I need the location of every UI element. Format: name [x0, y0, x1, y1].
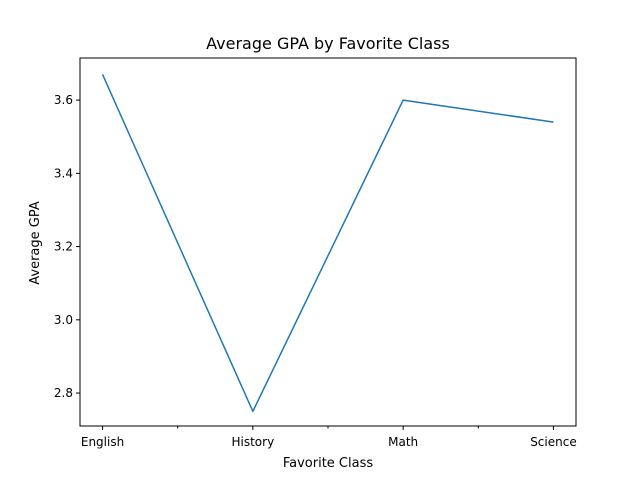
y-axis-label: Average GPA — [28, 201, 43, 285]
y-tick-label: 3.4 — [54, 166, 73, 180]
x-tick-label: History — [231, 435, 274, 449]
y-tick-label: 3.6 — [54, 93, 73, 107]
axes-frame — [79, 57, 577, 427]
series-line-0 — [101, 74, 554, 413]
y-tick-label: 3.0 — [54, 313, 73, 327]
chart-title: Average GPA by Favorite Class — [206, 34, 450, 53]
y-tick-label: 2.8 — [54, 386, 73, 400]
plot-area: English History Math Science 2.8 3.0 3.2 3.4 3.6 — [54, 57, 577, 449]
x-axis-label: Favorite Class — [283, 456, 374, 471]
x-tick-label: Science — [530, 435, 577, 449]
y-tick-label: 3.2 — [54, 240, 73, 254]
x-tick-label: Math — [388, 435, 418, 449]
x-tick-label: English — [81, 435, 124, 449]
